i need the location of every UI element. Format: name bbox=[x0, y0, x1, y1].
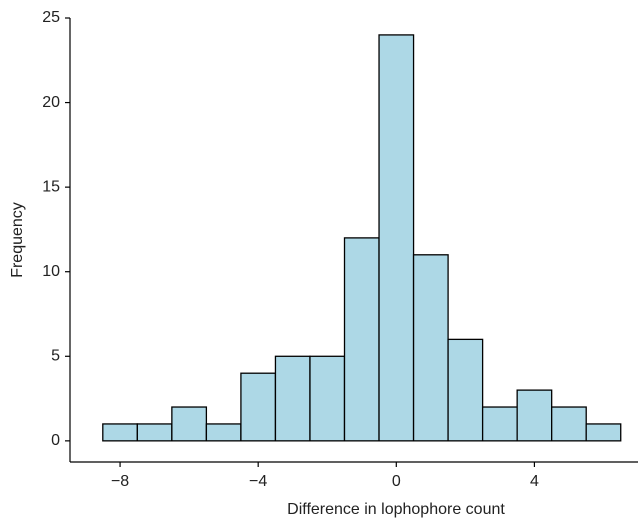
y-axis-label: Frequency bbox=[9, 202, 26, 278]
y-tick-label: 25 bbox=[42, 9, 60, 26]
y-tick-label: 0 bbox=[51, 432, 60, 449]
y-tick-label: 20 bbox=[42, 94, 60, 111]
y-tick-label: 10 bbox=[42, 263, 60, 280]
bar bbox=[171, 406, 208, 442]
x-tick-label: 0 bbox=[392, 473, 401, 490]
bar bbox=[274, 355, 311, 442]
bar bbox=[343, 237, 380, 442]
bar bbox=[447, 338, 484, 442]
bar bbox=[412, 254, 449, 442]
bar bbox=[378, 34, 415, 442]
bar bbox=[240, 372, 277, 442]
bar bbox=[481, 406, 518, 442]
x-axis-label: Difference in lophophore count bbox=[287, 501, 505, 518]
x-tick-label: −8 bbox=[111, 473, 129, 490]
bar bbox=[516, 389, 553, 442]
bar bbox=[102, 423, 138, 442]
x-tick-label: −4 bbox=[249, 473, 267, 490]
x-tick-label: 4 bbox=[530, 473, 539, 490]
bar bbox=[551, 406, 587, 442]
y-tick-label: 5 bbox=[51, 348, 60, 365]
y-tick-label: 15 bbox=[42, 178, 60, 195]
bar bbox=[136, 423, 173, 442]
bar bbox=[585, 423, 622, 442]
bar bbox=[205, 423, 242, 442]
bar bbox=[309, 355, 346, 442]
